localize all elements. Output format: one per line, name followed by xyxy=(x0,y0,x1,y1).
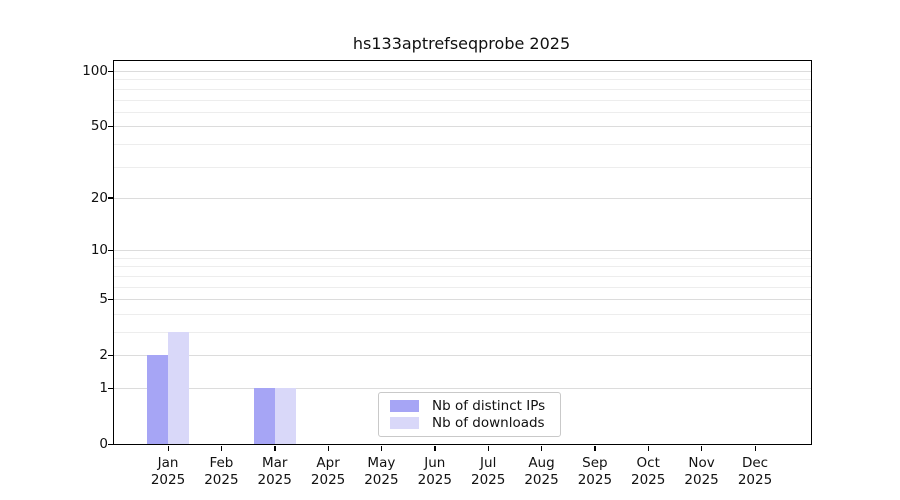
bar-downloads-jan xyxy=(168,332,189,444)
x-tick-label-sep: Sep 2025 xyxy=(577,455,613,488)
x-tick-oct xyxy=(647,445,650,451)
x-tick-jun xyxy=(434,445,436,451)
x-tick-apr xyxy=(327,445,329,451)
x-tick-label-nov: Nov 2025 xyxy=(684,455,719,488)
gridline-80 xyxy=(114,88,811,90)
x-tick-label-jan: Jan 2025 xyxy=(150,455,186,488)
y-tick-label-50: 50 xyxy=(90,118,108,135)
y-tick-10 xyxy=(107,249,113,252)
x-tick-label-aug: Aug 2025 xyxy=(524,455,559,488)
x-tick-label-dec: Dec 2025 xyxy=(737,455,773,488)
plot-area: 100 50 20 10 5 2 1 0 Jan 2025 Feb 2025 Mar 2025 Apr 202… xyxy=(82,60,812,488)
gridline-10 xyxy=(114,250,811,252)
legend-label-distinct-ips: Nb of distinct IPs xyxy=(432,398,546,414)
gridline-5 xyxy=(114,299,811,301)
x-tick-label-mar: Mar 2025 xyxy=(257,455,292,488)
bar-distinct-ips-mar xyxy=(253,388,275,444)
y-tick-20 xyxy=(107,197,113,199)
x-tick-label-oct: Oct 2025 xyxy=(631,455,666,488)
x-tick-may xyxy=(380,445,383,451)
gridline-2 xyxy=(114,355,811,357)
y-tick-0 xyxy=(107,443,113,445)
gridline-60 xyxy=(114,111,811,113)
gridline-40 xyxy=(114,143,811,145)
gridline-70 xyxy=(114,99,811,101)
x-tick-label-jun: Jun 2025 xyxy=(417,455,452,488)
x-tick-jan xyxy=(167,445,169,451)
downloads-swatch xyxy=(390,417,419,429)
y-tick-label-10: 10 xyxy=(90,242,108,259)
gridline-30 xyxy=(114,166,811,168)
distinct-ips-swatch xyxy=(390,400,419,412)
y-tick-label-5: 5 xyxy=(99,291,108,308)
x-tick-feb xyxy=(220,445,223,451)
x-tick-mar xyxy=(274,445,276,451)
x-tick-label-feb: Feb 2025 xyxy=(204,455,239,488)
gridline-9 xyxy=(114,257,811,259)
legend-entry-distinct-ips: Nb of distinct IPs xyxy=(390,398,551,414)
gridline-90 xyxy=(114,79,811,81)
y-tick-1 xyxy=(107,387,113,389)
x-tick-dec xyxy=(754,445,756,451)
x-tick-sep xyxy=(594,445,596,451)
gridline-20 xyxy=(114,197,811,199)
chart-title: hs133aptrefseqprobe 2025 xyxy=(352,34,571,53)
legend-label-downloads: Nb of downloads xyxy=(432,415,545,431)
bar-downloads-mar xyxy=(274,388,296,444)
y-tick-label-2: 2 xyxy=(99,347,108,364)
y-tick-2 xyxy=(107,354,113,357)
x-tick-label-jul: Jul 2025 xyxy=(471,455,506,488)
gridline-6 xyxy=(114,286,811,288)
y-tick-label-20: 20 xyxy=(90,189,108,206)
y-tick-100 xyxy=(107,70,113,72)
gridline-3 xyxy=(114,332,811,333)
y-tick-50 xyxy=(107,125,113,128)
x-tick-jul xyxy=(487,445,490,451)
x-tick-label-apr: Apr 2025 xyxy=(310,455,346,488)
gridline-4 xyxy=(114,313,811,315)
gridline-100 xyxy=(114,71,811,72)
bar-distinct-ips-jan xyxy=(147,355,168,444)
y-tick-5 xyxy=(107,298,113,301)
y-tick-label-1: 1 xyxy=(99,380,108,396)
gridline-8 xyxy=(114,266,811,268)
gridline-1 xyxy=(114,388,811,389)
legend-entry-downloads: Nb of downloads xyxy=(390,415,551,431)
x-tick-label-may: May 2025 xyxy=(364,455,399,488)
gridline-50 xyxy=(114,126,811,128)
legend: Nb of distinct IPs Nb of downloads xyxy=(378,392,561,437)
x-tick-nov xyxy=(701,445,703,451)
y-tick-label-0: 0 xyxy=(99,436,108,452)
x-tick-aug xyxy=(541,445,543,451)
y-tick-label-100: 100 xyxy=(82,63,108,79)
gridline-7 xyxy=(114,275,811,277)
